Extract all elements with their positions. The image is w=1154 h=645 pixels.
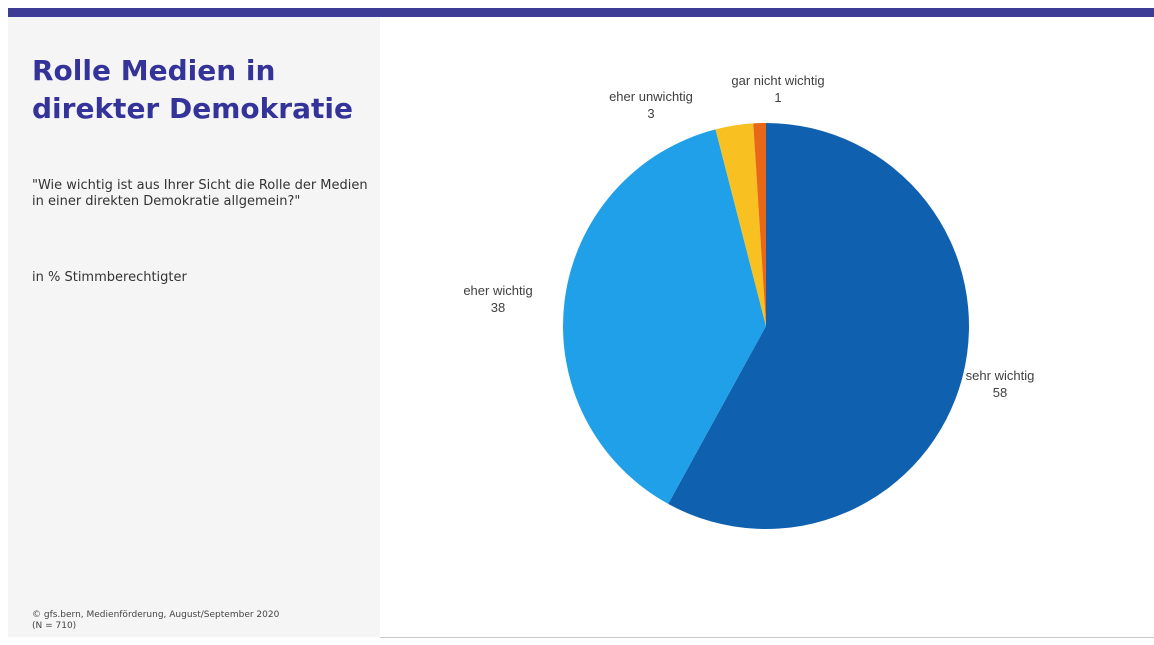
pie-chart: sehr wichtig 58 eher wichtig 38 eher unwicht… — [463, 73, 1035, 529]
pie-slice-eher-unwichtig — [715, 123, 766, 327]
unit-note: in % Stimmberechtigter — [32, 270, 187, 285]
sidebar-panel — [8, 17, 380, 637]
top-accent-bar — [8, 8, 1154, 17]
slide-title: Rolle Medien in direkter Demokratie — [32, 54, 353, 125]
slice-label-sehr-wichtig: sehr wichtig 58 — [966, 368, 1035, 400]
slice-label-eher-wichtig: eher wichtig 38 — [463, 283, 532, 315]
bottom-divider — [380, 637, 1154, 638]
slice-label-eher-unwichtig: eher unwichtig 3 — [609, 89, 693, 121]
pie-slice-eher-wichtig — [563, 129, 766, 504]
pie-slice-gar-nicht-wichtig — [753, 123, 766, 326]
source-note: © gfs.bern, Medienförderung, August/Sept… — [32, 610, 280, 631]
pie-slice-sehr-wichtig — [668, 123, 969, 529]
survey-question: "Wie wichtig ist aus Ihrer Sicht die Rol… — [32, 178, 368, 209]
slice-label-gar-nicht-wichtig: gar nicht wichtig 1 — [731, 73, 824, 105]
